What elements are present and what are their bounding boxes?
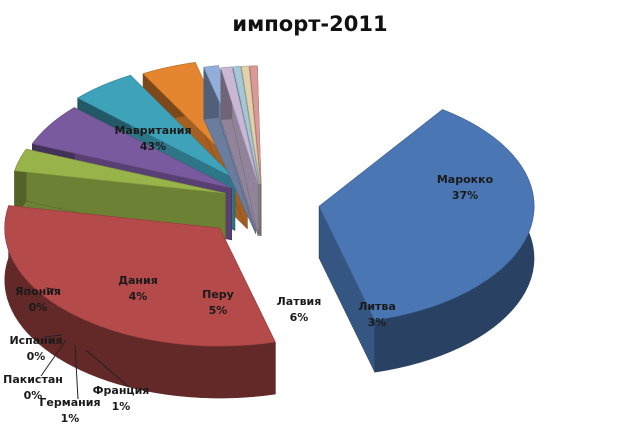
slice-value-label: 1%	[112, 400, 131, 413]
slice-name-label: Перу	[202, 288, 234, 301]
slice-name-label: Германия	[39, 396, 100, 409]
slice-name-label: Марокко	[437, 173, 494, 186]
slice-value-label: 3%	[368, 316, 387, 329]
slice-1	[318, 109, 535, 373]
slice-value-label: 0%	[27, 350, 46, 363]
leader-line-7	[85, 349, 130, 388]
slice-value-label: 43%	[140, 140, 166, 153]
slice-value-label: 0%	[29, 301, 48, 314]
slice-value-label: 0%	[24, 389, 43, 402]
slice-value-label: 1%	[61, 412, 80, 425]
slice-name-label: Пакистан	[3, 373, 63, 386]
slice-name-label: Дания	[118, 274, 158, 287]
slice-value-label: 37%	[452, 189, 478, 202]
slice-name-label: Литва	[358, 300, 396, 313]
slice-8	[220, 66, 259, 237]
leader-line-8	[74, 344, 79, 400]
chart-title: импорт-2011	[232, 12, 388, 36]
slice-value-label: 5%	[209, 304, 228, 317]
leader-line-10	[43, 334, 63, 338]
slice-value-label: 4%	[129, 290, 148, 303]
leader-line-9	[40, 339, 67, 377]
leader-line-11	[45, 287, 61, 291]
slice-name-label: Мавритания	[114, 124, 191, 137]
slice-name-label: Латвия	[277, 295, 322, 308]
slice-2	[4, 205, 276, 399]
slice-name-label: Франция	[93, 384, 150, 397]
slice-name-label: Испания	[9, 334, 62, 347]
slice-value-label: 6%	[290, 311, 309, 324]
slice-name-label: Япония	[15, 285, 61, 298]
